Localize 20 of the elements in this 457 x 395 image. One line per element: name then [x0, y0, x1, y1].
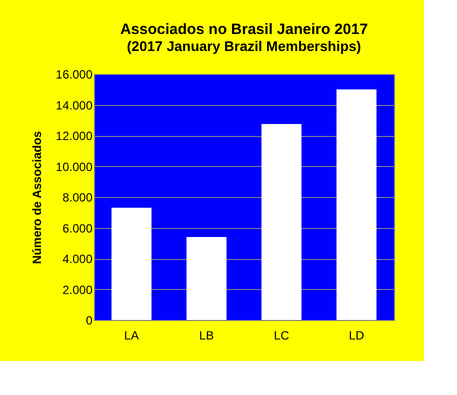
bar — [262, 124, 302, 320]
y-tick-label: 16.000 — [56, 68, 93, 82]
y-tick-label: 14.000 — [56, 98, 93, 112]
y-tick-label: 8.000 — [62, 190, 93, 204]
y-axis-title: Número de Associados — [30, 130, 44, 264]
x-tick-label: LD — [348, 328, 364, 342]
x-tick-label: LC — [274, 328, 290, 342]
chart-title: Associados no Brasil Janeiro 2017 — [120, 21, 368, 38]
bar — [336, 89, 376, 320]
bar — [112, 208, 152, 320]
x-tick-label: LB — [199, 328, 214, 342]
y-tick-label: 4.000 — [62, 252, 93, 266]
y-tick-label: 0 — [86, 314, 93, 328]
y-tick-label: 10.000 — [56, 160, 93, 174]
y-tick-label: 6.000 — [62, 221, 93, 236]
x-tick-label: LA — [124, 328, 139, 342]
bar — [186, 236, 226, 320]
y-tick-label: 12.000 — [56, 129, 93, 143]
y-tick-label: 2.000 — [62, 282, 93, 297]
chart-subtitle: (2017 January Brazil Memberships) — [126, 38, 362, 54]
